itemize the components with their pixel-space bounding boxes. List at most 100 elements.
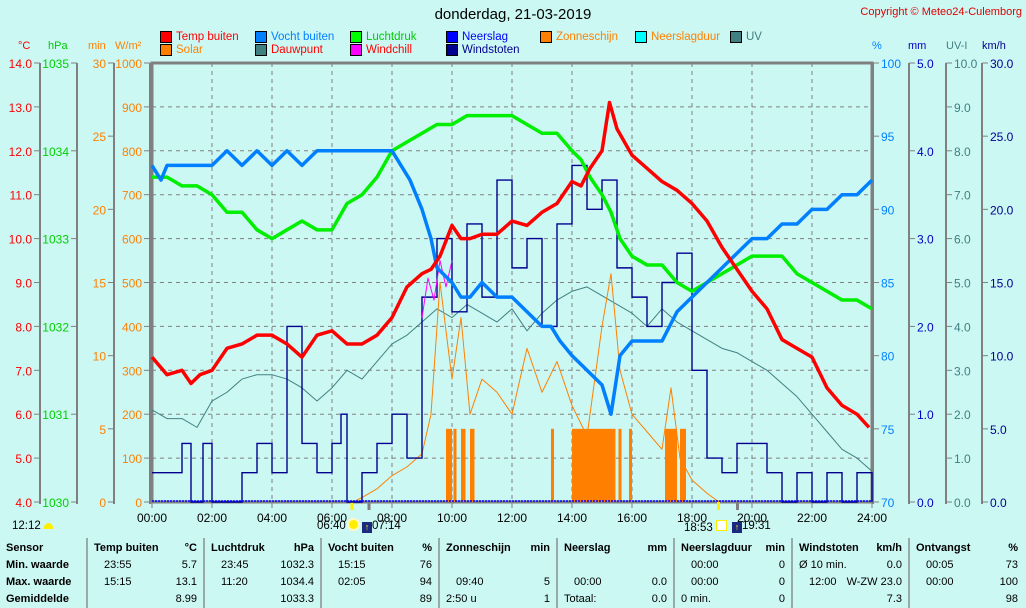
stats-row: 00:05 73 [910,557,1024,574]
legend-item-luchtdruk: Luchtdruk [350,31,417,43]
legend-swatch [350,31,362,43]
stats-row: 7.3 [793,591,908,608]
stats-cell-label: 2:50 u [446,593,477,605]
legend-item-zonneschijn: Zonneschijn [540,31,618,43]
solar-axis-tick-label: 400 [122,320,142,334]
legend-swatch [255,44,267,56]
stats-cell-value: 0.0 [886,559,902,571]
stats-column: Sensor Min. waarde Max. waarde Gemiddelde [0,538,88,608]
stats-cell-label: 23:45 [221,559,249,571]
humidity-axis-tick-label: 90 [881,203,895,217]
uv-axis-tick-label: 6.0 [954,233,971,247]
stats-column: Ontvangst% 00:05 73 00:00 100 98 [910,538,1024,608]
stats-cell-label: Neerslagduur [681,542,752,554]
stats-row: Min. waarde [0,557,86,574]
rain-axis-tick-label: 1.0 [917,408,934,422]
legend-label: Dauwpunt [271,44,323,56]
legend-swatch [446,44,458,56]
stats-cell-value: 5 [543,576,550,588]
stats-cell-label: Temp buiten [94,542,159,554]
sunrise-civil-time: 06:40 [317,520,358,532]
legend-label: Windstoten [462,44,520,56]
time-tick-label: 16:00 [617,511,647,525]
temp-axis-tick-label: 13.0 [9,101,33,115]
time-tick-label: 22:00 [797,511,827,525]
temperature-line [150,100,871,429]
pressure-axis-tick-label: 1031 [42,408,69,422]
sunmin-axis-tick-label: 10 [93,350,107,364]
sunrise-icon: ↑ [362,522,372,533]
legend-label: Solar [176,44,203,56]
stats-cell-label: Ø 10 min. [799,559,847,571]
legend-label: Vocht buiten [271,31,335,43]
axis-unit-pressure: hPa [48,40,68,52]
legend-item-neerslagduur: Neerslagduur [635,31,720,43]
stats-column: Temp buiten °C 23:55 5.7 15:15 13.1 8.99 [88,538,205,608]
stats-header: Luchtdruk hPa [205,540,320,557]
legend-label: Temp buiten [176,31,239,43]
sunshine-bar [551,428,554,502]
stats-cell-label: Zonneschijn [446,542,511,554]
solar-axis-tick-label: 200 [122,408,142,422]
stats-cell-value: % [422,542,432,554]
legend-item-windstoten: Windstoten [446,44,520,56]
stats-cell-value: 76 [419,559,432,571]
stats-cell-label: Sensor [6,542,44,554]
stats-cell-value: 1034.4 [280,576,314,588]
weather-chart: 14.0 13.0 12.0 11.0 10.0 9.0 8.0 7.0 6.0 5.0 4.0 10… [9,57,1014,525]
stats-cell-label: 12:00 [809,576,837,588]
stats-cell-value: min [530,542,550,554]
stats-cell-label: 0 min. [681,593,711,605]
temp-axis-tick-label: 9.0 [15,277,32,291]
stats-header: Windstoten km/h [793,540,908,557]
stats-row: 89 [322,591,438,608]
stats-column: Luchtdruk hPa 23:45 1032.3 11:20 1034.4 1033.3 [205,538,322,608]
stats-cell-value: 98 [1005,593,1018,605]
stats-row: 00:00 100 [910,574,1024,591]
sunshine-bar [446,428,452,502]
stats-row: Ø 10 min. 0.0 [793,557,908,574]
windchill-line [421,260,453,318]
stats-row: 23:45 1032.3 [205,557,320,574]
stats-row: 00:00 0.0 [558,574,673,591]
axis-unit-rain: mm [908,40,927,52]
stats-row: 98 [910,591,1024,608]
stats-cell-value: km/h [876,542,902,554]
axis-unit-uv: UV-I [946,40,968,52]
stats-row: 09:40 5 [440,574,556,591]
stats-cell-label: 09:40 [456,576,484,588]
sunmin-axis-tick-label: 0 [99,496,106,510]
uv-axis-tick-label: 3.0 [954,364,971,378]
stats-cell-value: 0.0 [651,576,667,588]
stats-row: Max. waarde [0,574,86,591]
legend-item-solar: Solar [160,44,203,56]
solar-axis-tick-label: 900 [122,101,142,115]
time-tick-label: 18:00 [677,511,707,525]
uv-axis-tick-label: 1.0 [954,452,971,466]
time-tick-label: 04:00 [257,511,287,525]
stats-row: 23:55 5.7 [88,557,203,574]
solar-axis-tick-label: 1000 [115,57,142,71]
rain-axis-tick-label: 5.0 [917,57,934,71]
wind-axis-tick-label: 0.0 [990,496,1007,510]
stats-cell-label: Gemiddelde [6,593,69,605]
stats-cell-value: 0 [778,559,785,571]
solar-axis-tick-label: 700 [122,189,142,203]
stats-row: 2:50 u 1 [440,591,556,608]
legend-item-dauwpunt: Dauwpunt [255,44,323,56]
stats-header: Neerslag mm [558,540,673,557]
uv-axis-tick-label: 4.0 [954,320,971,334]
moonrise-icon: ↑ [732,522,742,533]
legend-label: Windchill [366,44,413,56]
sunrise-time: ↑ 07:14 [362,520,401,533]
stats-cell-label: 00:00 [574,576,602,588]
stats-cell-value: °C [184,542,197,554]
stats-cell-label: 00:00 [691,559,719,571]
stats-cell-value: 0.0 [651,593,667,605]
wind-axis-tick-label: 15.0 [990,277,1014,291]
stats-cell-value: 0 [778,576,785,588]
wind-axis-tick-label: 5.0 [990,423,1007,437]
stats-cell-value: 100 [999,576,1018,588]
legend-item-vocht-buiten: Vocht buiten [255,31,334,43]
uv-axis-tick-label: 7.0 [954,189,971,203]
